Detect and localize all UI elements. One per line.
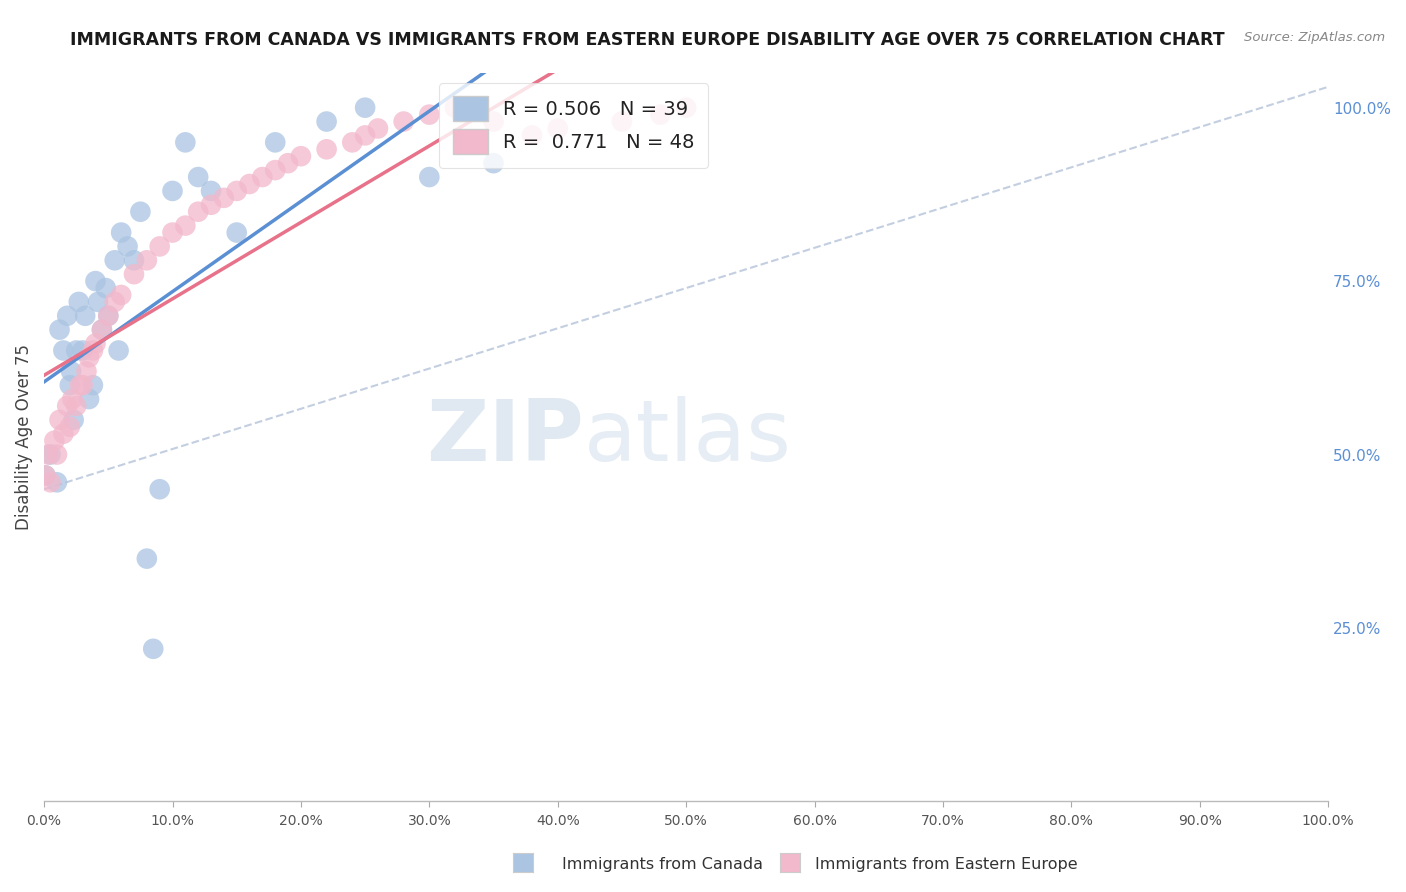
Point [72,378,94,392]
Point [315,114,337,128]
Point [444,101,467,115]
Point [110,226,132,240]
Point [149,482,172,496]
Point [187,204,209,219]
Point [97,309,120,323]
Point [225,184,247,198]
Point [200,198,222,212]
Text: IMMIGRANTS FROM CANADA VS IMMIGRANTS FROM EASTERN EUROPE DISABILITY AGE OVER 75 : IMMIGRANTS FROM CANADA VS IMMIGRANTS FRO… [70,31,1225,49]
Point [367,121,389,136]
Point [34,468,56,483]
Point [90,323,112,337]
Point [104,294,127,309]
Point [46,448,69,462]
Point [174,136,197,150]
Point [354,101,377,115]
Point [354,128,377,143]
Point [264,136,287,150]
Point [212,191,235,205]
Point [52,343,75,358]
Point [65,343,87,358]
Point [39,448,62,462]
Point [60,364,83,378]
Point [174,219,197,233]
Y-axis label: Disability Age Over 75: Disability Age Over 75 [15,344,32,530]
Point [225,226,247,240]
Point [82,378,104,392]
Point [39,475,62,490]
Point [675,101,697,115]
Point [142,641,165,656]
Point [56,399,79,413]
Point [37,448,59,462]
Point [290,149,312,163]
Point [135,253,157,268]
Point [76,364,98,378]
Point [60,392,83,406]
Point [117,239,139,253]
Point [56,309,79,323]
Point [129,204,152,219]
Point [72,343,94,358]
Point [277,156,299,170]
Point [84,336,107,351]
Point [110,288,132,302]
Point [418,169,440,184]
Point [252,169,274,184]
Point [90,323,112,337]
Legend: R = 0.506   N = 39, R =  0.771   N = 48: R = 0.506 N = 39, R = 0.771 N = 48 [439,83,709,168]
Point [135,551,157,566]
Point [122,253,145,268]
Point [94,281,117,295]
Point [62,413,84,427]
Point [264,163,287,178]
Point [59,419,82,434]
Text: Source: ZipAtlas.com: Source: ZipAtlas.com [1244,31,1385,45]
Point [547,121,569,136]
Point [82,343,104,358]
Point [200,184,222,198]
Point [69,378,91,392]
Point [87,294,110,309]
Point [392,114,415,128]
Point [77,351,100,365]
Text: atlas: atlas [583,396,792,479]
Point [418,107,440,121]
Point [187,169,209,184]
Point [77,392,100,406]
Text: ZIP: ZIP [426,396,583,479]
Point [75,309,97,323]
Text: Immigrants from Canada: Immigrants from Canada [562,857,763,872]
Point [122,267,145,281]
Point [104,253,127,268]
Point [46,475,69,490]
Point [44,434,66,448]
Point [315,142,337,156]
Text: Immigrants from Eastern Europe: Immigrants from Eastern Europe [815,857,1078,872]
Point [162,226,184,240]
Point [59,378,82,392]
Point [48,323,70,337]
Point [52,426,75,441]
Point [65,399,87,413]
Point [610,114,633,128]
Point [97,309,120,323]
Point [162,184,184,198]
Point [149,239,172,253]
Point [482,114,505,128]
Point [482,156,505,170]
Point [238,177,260,191]
Point [34,468,56,483]
Point [520,128,543,143]
Point [67,294,90,309]
Point [84,274,107,288]
Point [48,413,70,427]
Point [650,107,672,121]
Point [107,343,129,358]
Point [342,136,364,150]
